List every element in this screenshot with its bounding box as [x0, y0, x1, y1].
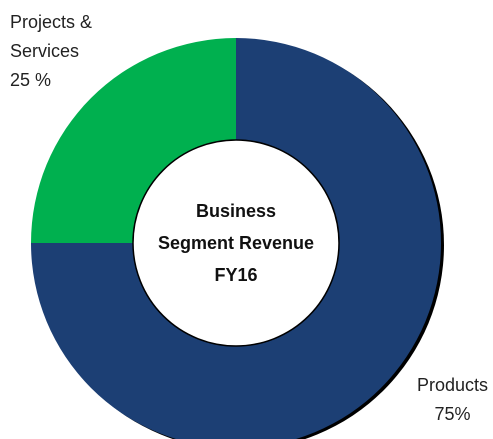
chart-title: Business Segment Revenue FY16	[157, 201, 315, 285]
slice-label: Products 75%	[395, 371, 493, 429]
donut-slice	[31, 38, 441, 439]
value-label: 75%	[434, 404, 471, 424]
donut-hole	[132, 139, 340, 347]
value-label: 25 %	[10, 70, 52, 90]
category-label: Products	[416, 375, 489, 395]
donut-slice	[31, 38, 236, 243]
slice-label: Projects & Services 25 %	[10, 8, 140, 95]
category-label: Projects & Services	[10, 12, 93, 61]
